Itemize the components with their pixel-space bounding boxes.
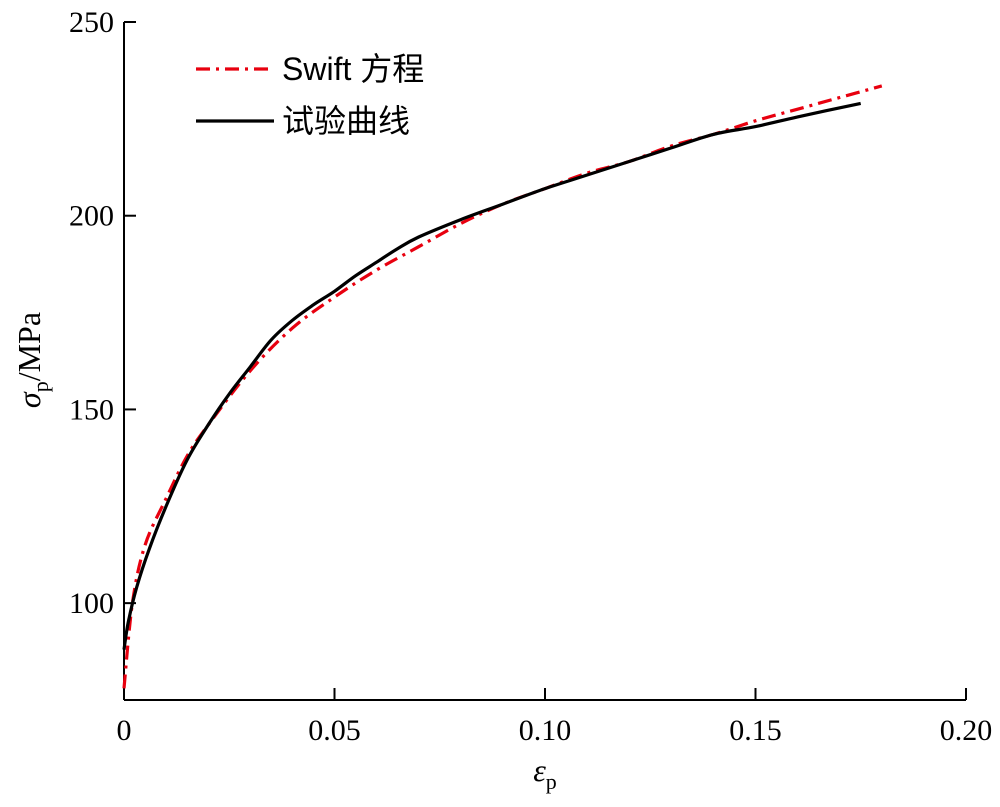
- legend-label-1: Swift 方程: [282, 51, 424, 87]
- y-tick-label: 200: [69, 200, 114, 233]
- legend-label-2: 试验曲线: [282, 103, 410, 139]
- axis-titles: εp σp/MPa: [11, 312, 557, 794]
- x-tick-label: 0.10: [519, 714, 572, 747]
- axes: [123, 22, 966, 701]
- x-tick-label: 0.20: [940, 714, 993, 747]
- y-tick-label: 150: [69, 393, 114, 426]
- series-line-2: [122, 101, 862, 650]
- y-tick-label: 250: [69, 6, 114, 39]
- x-tick-label: 0.05: [308, 714, 361, 747]
- ticks: 0 0.05 0.10 0.15 0.20 100 150 200 250: [69, 6, 992, 747]
- series-lines: [122, 84, 883, 689]
- y-tick-label: 100: [69, 587, 114, 620]
- x-axis-title: εp: [533, 752, 557, 794]
- x-tick-label: 0: [117, 714, 132, 747]
- x-tick-label: 0.15: [729, 714, 782, 747]
- series-line-1: [122, 84, 883, 689]
- y-axis-title: σp/MPa: [11, 312, 53, 408]
